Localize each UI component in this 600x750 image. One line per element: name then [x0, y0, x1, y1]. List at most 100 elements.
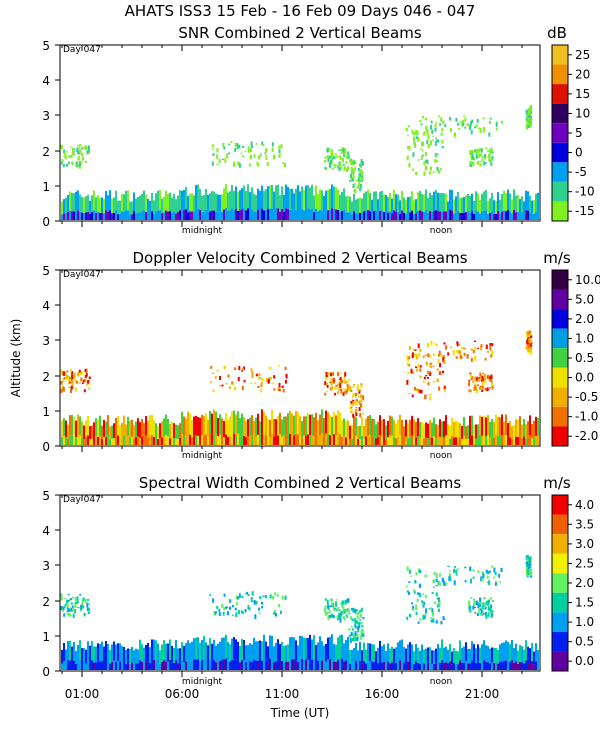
width-cell	[526, 561, 529, 565]
snr-cell	[526, 125, 529, 130]
width-cell	[149, 662, 151, 670]
snr-cell	[535, 193, 537, 212]
snr-cell	[277, 184, 279, 209]
width-cell	[205, 642, 207, 661]
snr-cell	[430, 120, 433, 124]
width-cell	[238, 593, 241, 598]
snr-cell	[497, 192, 499, 211]
width-cell	[187, 660, 189, 670]
snr-cell	[423, 211, 425, 220]
doppler-cell	[435, 438, 437, 445]
doppler-cell	[355, 435, 357, 445]
snr-cell	[179, 210, 181, 220]
width-cell	[427, 647, 429, 663]
width-cell	[479, 597, 482, 603]
snr-cell	[459, 121, 462, 123]
snr-cell	[353, 193, 355, 212]
width-cell	[451, 664, 453, 670]
x-tick-label-1100: 11:00	[265, 687, 300, 701]
width-cell	[218, 608, 221, 612]
doppler-cell	[91, 438, 93, 445]
width-cell	[348, 628, 351, 631]
snr-cell	[226, 153, 229, 159]
width-cell	[225, 606, 228, 609]
width-cell	[323, 645, 325, 663]
doppler-cell	[511, 439, 513, 445]
snr-cell	[211, 210, 213, 220]
snr-cell	[95, 197, 97, 213]
doppler-cell	[403, 426, 405, 440]
width-cell	[494, 580, 497, 585]
snr-cell	[360, 168, 363, 173]
snr-cell	[275, 185, 277, 209]
width-cell	[353, 662, 355, 670]
width-cell	[241, 595, 244, 599]
snr-cell	[283, 211, 285, 220]
doppler-cell	[406, 357, 409, 362]
width-cell	[480, 608, 483, 611]
doppler-cell	[344, 372, 347, 377]
width-cell	[355, 626, 358, 628]
width-cell	[389, 648, 391, 664]
snr-cell	[255, 143, 258, 145]
width-cell	[351, 618, 354, 622]
doppler-cell	[169, 438, 171, 445]
doppler-cell	[260, 377, 263, 381]
doppler-cell	[69, 389, 72, 394]
width-cell	[211, 661, 213, 670]
snr-cell	[149, 200, 151, 214]
width-cell	[159, 650, 161, 664]
snr-colorbar-label: 25	[575, 48, 590, 62]
snr-cell	[258, 155, 261, 160]
width-cell	[340, 611, 343, 616]
doppler-cell	[239, 436, 241, 445]
width-cell	[491, 565, 494, 568]
width-cell	[361, 624, 364, 628]
doppler-cell	[233, 410, 235, 434]
width-cell	[295, 660, 297, 670]
width-cell	[431, 650, 433, 664]
snr-cell	[355, 180, 358, 182]
doppler-cell	[139, 422, 141, 438]
snr-cell	[295, 188, 297, 210]
snr-cell	[133, 192, 135, 212]
width-cell	[255, 641, 257, 661]
doppler-cell	[433, 353, 436, 356]
width-cell	[357, 621, 360, 625]
width-cell	[299, 658, 301, 670]
doppler-cell	[355, 407, 358, 409]
doppler-cell	[354, 393, 357, 397]
width-cell	[528, 565, 531, 567]
width-cell	[415, 611, 418, 616]
doppler-cell	[269, 419, 271, 437]
width-colorbar-label: 3.5	[575, 517, 594, 531]
width-cell	[281, 660, 283, 670]
width-colorbar-swatch	[552, 514, 568, 535]
snr-cell	[475, 191, 477, 211]
doppler-cell	[375, 438, 377, 445]
width-cell	[401, 639, 403, 660]
width-cell	[145, 644, 147, 662]
snr-cell	[351, 169, 354, 175]
doppler-colorbar-label: 0.5	[575, 351, 594, 365]
snr-cell	[228, 143, 231, 146]
doppler-cell	[443, 387, 446, 392]
snr-cell	[169, 192, 171, 212]
width-cell	[413, 664, 415, 670]
doppler-cell	[285, 373, 288, 379]
width-cell	[485, 569, 488, 574]
doppler-cell	[61, 371, 64, 376]
doppler-cell	[487, 414, 489, 436]
width-cell	[499, 661, 501, 670]
width-cell	[468, 606, 471, 608]
doppler-cell	[412, 348, 415, 351]
snr-colorbar-swatch	[552, 103, 568, 124]
width-cell	[381, 646, 383, 663]
width-cell	[77, 661, 79, 670]
width-colorbar-frame	[551, 494, 569, 672]
width-cell	[284, 595, 287, 600]
doppler-cell	[129, 420, 131, 438]
width-cell	[321, 660, 323, 670]
doppler-cell	[113, 423, 115, 439]
snr-cell	[315, 185, 317, 209]
